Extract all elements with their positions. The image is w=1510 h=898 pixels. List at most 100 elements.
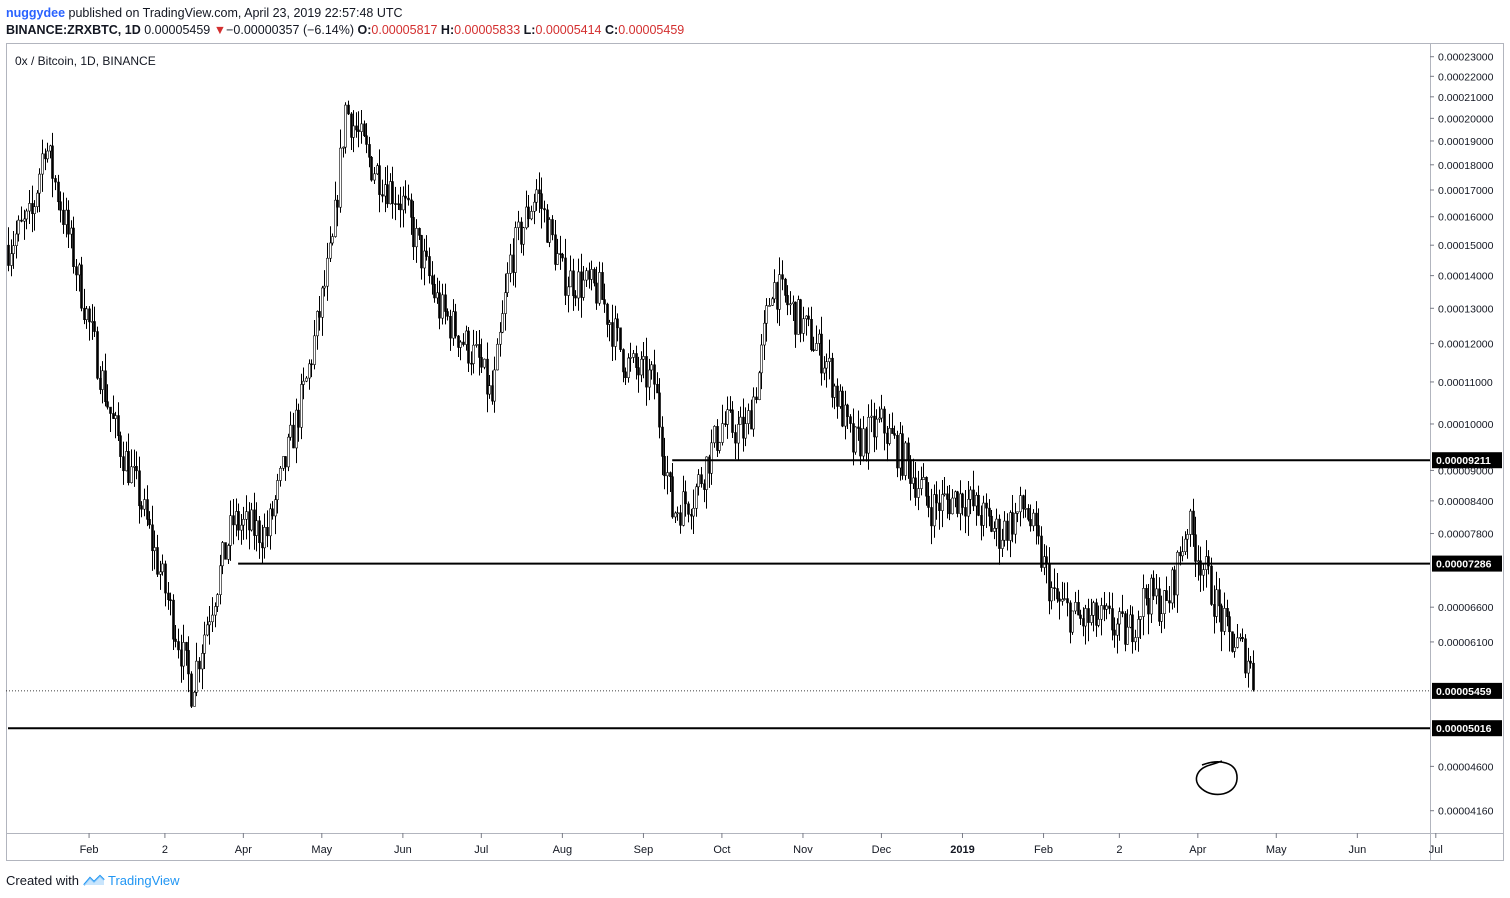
- candle-body: [896, 434, 899, 469]
- y-tick-label: 0.00022000: [1438, 71, 1494, 83]
- candle-body: [1037, 525, 1040, 537]
- candle: [859, 418, 862, 466]
- candle-body: [823, 367, 826, 374]
- candle-body: [914, 477, 917, 498]
- candle: [640, 351, 643, 383]
- candle: [622, 348, 625, 383]
- candle: [431, 261, 434, 295]
- candle-body: [828, 357, 831, 362]
- candle-body: [799, 299, 802, 334]
- candle-body: [420, 235, 423, 269]
- candle: [718, 441, 721, 454]
- candle-body: [386, 184, 389, 205]
- candle-body: [203, 634, 206, 654]
- candle: [538, 172, 541, 213]
- candle-body: [329, 242, 332, 259]
- candle-body: [1142, 588, 1145, 617]
- candle: [96, 326, 99, 380]
- candle-body: [297, 409, 300, 428]
- price-change: −0.00000357 (−6.14%): [226, 23, 355, 37]
- candle: [480, 338, 483, 374]
- candle-body: [1032, 512, 1035, 527]
- candle-body: [119, 435, 122, 457]
- candle-body: [483, 358, 486, 368]
- candle-body: [1160, 613, 1163, 622]
- candle-body: [1092, 602, 1095, 616]
- candle: [598, 261, 601, 306]
- candle: [661, 416, 664, 476]
- candle-body: [313, 335, 316, 365]
- candle-body: [1192, 510, 1195, 536]
- candle-body: [331, 236, 334, 244]
- candle: [17, 215, 20, 242]
- candle-body: [237, 511, 240, 531]
- candle: [1134, 629, 1137, 651]
- candle: [561, 252, 564, 262]
- candle-body: [57, 181, 60, 203]
- candle-body: [85, 308, 88, 320]
- candle: [564, 238, 567, 306]
- candle: [1095, 598, 1098, 637]
- candle-body: [70, 227, 73, 235]
- price-label-text: 0.00005016: [1436, 723, 1492, 735]
- candle: [438, 280, 441, 330]
- candle: [360, 109, 363, 144]
- candle-body: [201, 653, 204, 670]
- candle: [1113, 617, 1116, 648]
- candle-body: [768, 305, 771, 307]
- candle-body: [227, 545, 230, 560]
- candle-body: [65, 209, 68, 225]
- candle: [1252, 650, 1255, 692]
- candle: [404, 180, 407, 214]
- candle-body: [1116, 623, 1119, 636]
- candle: [883, 406, 886, 451]
- tradingview-brand[interactable]: TradingView: [108, 873, 180, 888]
- candle-body: [404, 195, 407, 199]
- candle-body: [593, 269, 596, 284]
- candle: [935, 481, 938, 520]
- candle-body: [985, 502, 988, 509]
- candle: [1171, 567, 1174, 610]
- candle-body: [622, 349, 625, 373]
- candle: [472, 329, 475, 374]
- candle-body: [1048, 563, 1051, 602]
- candle: [493, 356, 496, 413]
- candle: [373, 167, 376, 185]
- candle-body: [206, 624, 209, 636]
- candle-body: [54, 178, 57, 183]
- candle-body: [1163, 590, 1166, 614]
- candle-body: [182, 642, 185, 667]
- candle: [533, 193, 536, 225]
- candle-body: [457, 335, 460, 348]
- candle: [990, 510, 993, 533]
- candle-body: [1165, 590, 1168, 601]
- candle-body: [522, 227, 525, 245]
- candle: [684, 480, 687, 517]
- candle: [574, 290, 577, 307]
- candle-body: [1011, 512, 1014, 535]
- candle-body: [446, 311, 449, 317]
- candle: [255, 502, 258, 552]
- candle: [1247, 647, 1250, 688]
- candle: [616, 313, 619, 342]
- candle-body: [1126, 626, 1129, 645]
- candle-body: [467, 330, 470, 364]
- candle: [1226, 599, 1229, 627]
- candle-body: [339, 147, 342, 208]
- candle: [1069, 600, 1072, 644]
- candle: [279, 465, 282, 487]
- chart-title: 0x / Bitcoin, 1D, BINANCE: [15, 54, 156, 68]
- candle: [710, 429, 713, 485]
- candle: [1207, 550, 1210, 575]
- y-tick-label: 0.00006600: [1438, 602, 1494, 614]
- candle: [1249, 655, 1252, 669]
- candle-body: [679, 512, 682, 526]
- price-chart[interactable]: 0x / Bitcoin, 1D, BINANCE 0.000092110.00…: [6, 43, 1504, 861]
- candle-body: [106, 401, 109, 408]
- chart-frame[interactable]: 0x / Bitcoin, 1D, BINANCE 0.00009211 0.00…: [6, 43, 1504, 861]
- candle-body: [10, 253, 13, 266]
- author-name[interactable]: nuggydee: [6, 6, 66, 20]
- candle: [420, 234, 423, 280]
- candle-body: [556, 253, 559, 265]
- candle-body: [59, 201, 62, 211]
